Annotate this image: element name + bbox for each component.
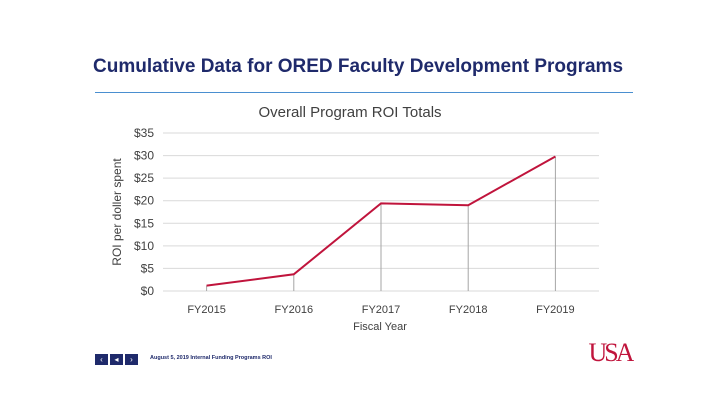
back-slide-button[interactable]: ◂ xyxy=(110,354,123,365)
y-tick-label: $5 xyxy=(141,261,155,275)
x-tick-label: FY2015 xyxy=(187,304,226,316)
title-divider xyxy=(95,92,633,93)
x-tick-label: FY2018 xyxy=(449,304,488,316)
y-tick-label: $25 xyxy=(134,171,154,185)
x-tick-label: FY2019 xyxy=(536,304,575,316)
y-tick-label: $30 xyxy=(134,149,154,163)
prev-slide-button[interactable]: ‹ xyxy=(95,354,108,365)
slide-title: Cumulative Data for ORED Faculty Develop… xyxy=(93,56,624,77)
x-axis-label: Fiscal Year xyxy=(353,321,407,333)
usa-logo-text: USA xyxy=(588,338,634,367)
y-tick-label: $10 xyxy=(134,239,154,253)
slide-navigation: ‹ ◂ › xyxy=(95,354,138,365)
x-tick-label: FY2016 xyxy=(275,304,314,316)
usa-logo: USA xyxy=(588,338,634,367)
y-tick-label: $15 xyxy=(134,216,154,230)
series-line xyxy=(206,155,556,287)
y-tick-label: $0 xyxy=(141,284,155,298)
y-tick-label: $35 xyxy=(134,126,154,140)
x-tick-label: FY2017 xyxy=(362,304,401,316)
next-slide-button[interactable]: › xyxy=(125,354,138,365)
footer-text: August 5, 2019 Internal Funding Programs… xyxy=(150,355,272,361)
y-tick-label: $20 xyxy=(134,194,154,208)
y-axis-label: ROI per doller spent xyxy=(110,158,124,266)
chart-title: Overall Program ROI Totals xyxy=(258,104,441,121)
